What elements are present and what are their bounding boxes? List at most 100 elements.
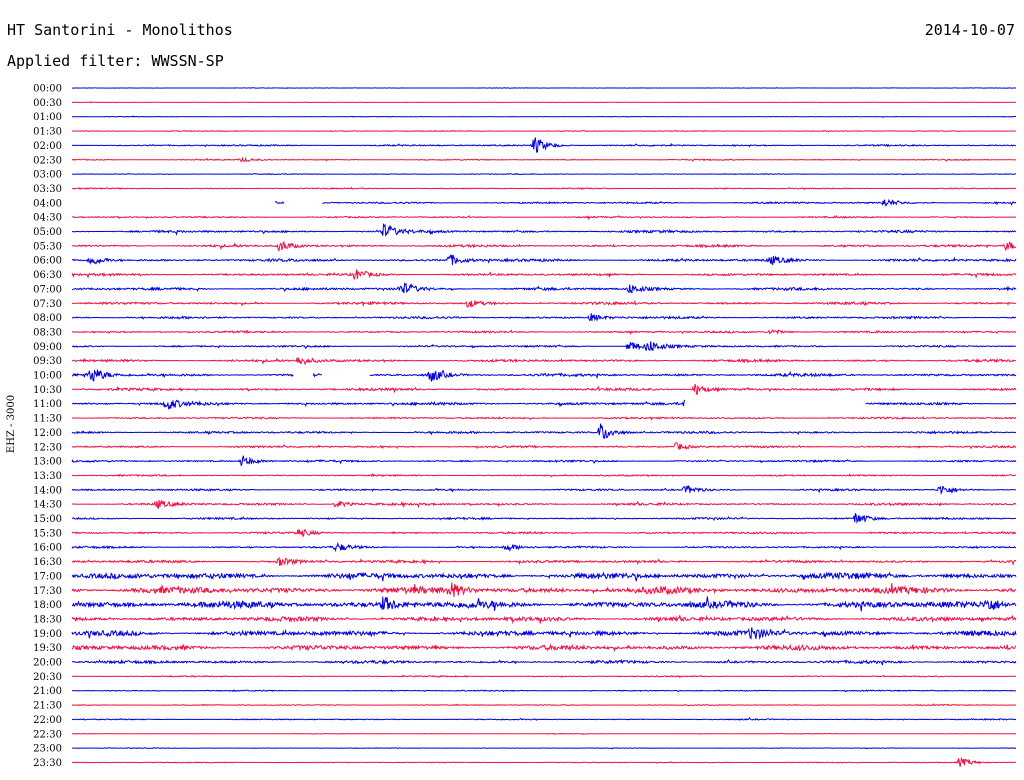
tick-label-0600: 06:00 bbox=[33, 256, 62, 267]
trace-1800 bbox=[71, 596, 1017, 612]
trace-1600 bbox=[71, 541, 1017, 553]
tick-label-2100: 21:00 bbox=[33, 686, 62, 697]
tick-label-0530: 05:30 bbox=[33, 241, 62, 252]
filter-label: Applied filter: WWSSN-SP bbox=[7, 52, 224, 70]
trace-1530 bbox=[71, 529, 1017, 537]
trace-1230 bbox=[71, 442, 1017, 451]
tick-label-1430: 14:30 bbox=[33, 500, 62, 511]
tick-label-0830: 08:30 bbox=[33, 327, 62, 338]
trace-2000 bbox=[71, 658, 1017, 666]
trace-0730 bbox=[71, 299, 1017, 308]
tick-label-0400: 04:00 bbox=[33, 198, 62, 209]
trace-1000 bbox=[71, 369, 1017, 382]
trace-0000 bbox=[71, 87, 1017, 89]
tick-label-1300: 13:00 bbox=[33, 457, 62, 468]
tick-label-1700: 17:00 bbox=[33, 571, 62, 582]
trace-2100 bbox=[71, 689, 1016, 693]
trace-1400 bbox=[71, 484, 1017, 495]
tick-label-0930: 09:30 bbox=[33, 356, 62, 367]
tick-label-1730: 17:30 bbox=[33, 586, 62, 597]
trace-0500 bbox=[71, 222, 1017, 237]
tick-label-1530: 15:30 bbox=[33, 528, 62, 539]
date-label: 2014-10-07 bbox=[925, 21, 1015, 39]
trace-0300 bbox=[71, 172, 1017, 176]
tick-label-2200: 22:00 bbox=[33, 715, 62, 726]
trace-2230 bbox=[71, 732, 1017, 735]
tick-label-1600: 16:00 bbox=[33, 543, 62, 554]
trace-1200 bbox=[71, 423, 1017, 440]
trace-1330 bbox=[71, 472, 1016, 478]
trace-0930 bbox=[71, 357, 1017, 366]
trace-1430 bbox=[71, 499, 1017, 510]
trace-0530 bbox=[71, 241, 1017, 252]
tick-label-0030: 00:30 bbox=[33, 98, 62, 109]
trace-1930 bbox=[71, 643, 1016, 653]
trace-1030 bbox=[71, 383, 1017, 396]
tick-label-0430: 04:30 bbox=[33, 213, 62, 224]
tick-label-1330: 13:30 bbox=[33, 471, 62, 482]
trace-0630 bbox=[71, 269, 1017, 281]
tick-label-1830: 18:30 bbox=[33, 614, 62, 625]
tick-label-0130: 01:30 bbox=[33, 127, 62, 138]
trace-2130 bbox=[71, 702, 1017, 707]
tick-label-1500: 15:00 bbox=[33, 514, 62, 525]
tick-label-2130: 21:30 bbox=[33, 701, 62, 712]
trace-1130 bbox=[71, 415, 1017, 421]
tick-label-1000: 10:00 bbox=[33, 371, 62, 382]
tick-label-0500: 05:00 bbox=[33, 227, 62, 238]
seismic-traces bbox=[71, 87, 1017, 767]
trace-0900 bbox=[71, 341, 1017, 351]
trace-0330 bbox=[71, 186, 1017, 191]
tick-label-2300: 23:00 bbox=[33, 744, 62, 755]
tick-label-1130: 11:30 bbox=[33, 414, 62, 425]
tick-label-0000: 00:00 bbox=[33, 84, 62, 95]
trace-1900 bbox=[71, 627, 1017, 640]
trace-0600 bbox=[71, 254, 1017, 266]
trace-1630 bbox=[71, 556, 1017, 566]
trace-1700 bbox=[71, 571, 1017, 582]
tick-label-0700: 07:00 bbox=[33, 284, 62, 295]
tick-label-0300: 03:00 bbox=[33, 170, 62, 181]
tick-label-1230: 12:30 bbox=[33, 442, 62, 453]
trace-2030 bbox=[71, 674, 1016, 679]
station-title: HT Santorini - Monolithos bbox=[7, 21, 233, 39]
tick-label-0630: 06:30 bbox=[33, 270, 62, 281]
trace-0030 bbox=[72, 101, 1017, 104]
tick-label-2000: 20:00 bbox=[33, 658, 62, 669]
tick-label-1100: 11:00 bbox=[33, 399, 62, 410]
tick-label-0330: 03:30 bbox=[33, 184, 62, 195]
trace-1830 bbox=[71, 614, 1017, 625]
tick-label-1800: 18:00 bbox=[33, 600, 62, 611]
y-axis-label: EHZ - 3000 bbox=[6, 395, 17, 453]
trace-2330 bbox=[71, 756, 1017, 767]
trace-0130 bbox=[71, 129, 1016, 133]
time-tick-labels: 00:00 00:30 01:00 01:30 02:00 02:30 03:00 03:30… bbox=[33, 84, 62, 769]
tick-label-0800: 08:00 bbox=[33, 313, 62, 324]
trace-0700 bbox=[71, 282, 1017, 294]
tick-label-1030: 10:30 bbox=[33, 385, 62, 396]
tick-label-0900: 09:00 bbox=[33, 342, 62, 353]
trace-1100 bbox=[71, 399, 1017, 410]
trace-1500 bbox=[71, 513, 1017, 524]
tick-label-1200: 12:00 bbox=[33, 428, 62, 439]
tick-label-0230: 02:30 bbox=[33, 155, 62, 166]
trace-0830 bbox=[72, 328, 1016, 336]
trace-0400 bbox=[274, 198, 1017, 207]
trace-0430 bbox=[72, 214, 1017, 221]
trace-2300 bbox=[72, 747, 1017, 750]
trace-0230 bbox=[72, 156, 1017, 163]
trace-0100 bbox=[71, 115, 1016, 118]
tick-label-0200: 02:00 bbox=[33, 141, 62, 152]
tick-label-1900: 19:00 bbox=[33, 629, 62, 640]
tick-label-2030: 20:30 bbox=[33, 672, 62, 683]
tick-label-2230: 22:30 bbox=[33, 729, 62, 740]
tick-label-1630: 16:30 bbox=[33, 557, 62, 568]
tick-label-0100: 01:00 bbox=[33, 112, 62, 123]
trace-0200 bbox=[71, 137, 1017, 153]
trace-2200 bbox=[71, 717, 1017, 721]
trace-1730 bbox=[71, 582, 1017, 597]
tick-label-0730: 07:30 bbox=[33, 299, 62, 310]
tick-label-2330: 23:30 bbox=[33, 758, 62, 769]
trace-1300 bbox=[71, 455, 1017, 467]
